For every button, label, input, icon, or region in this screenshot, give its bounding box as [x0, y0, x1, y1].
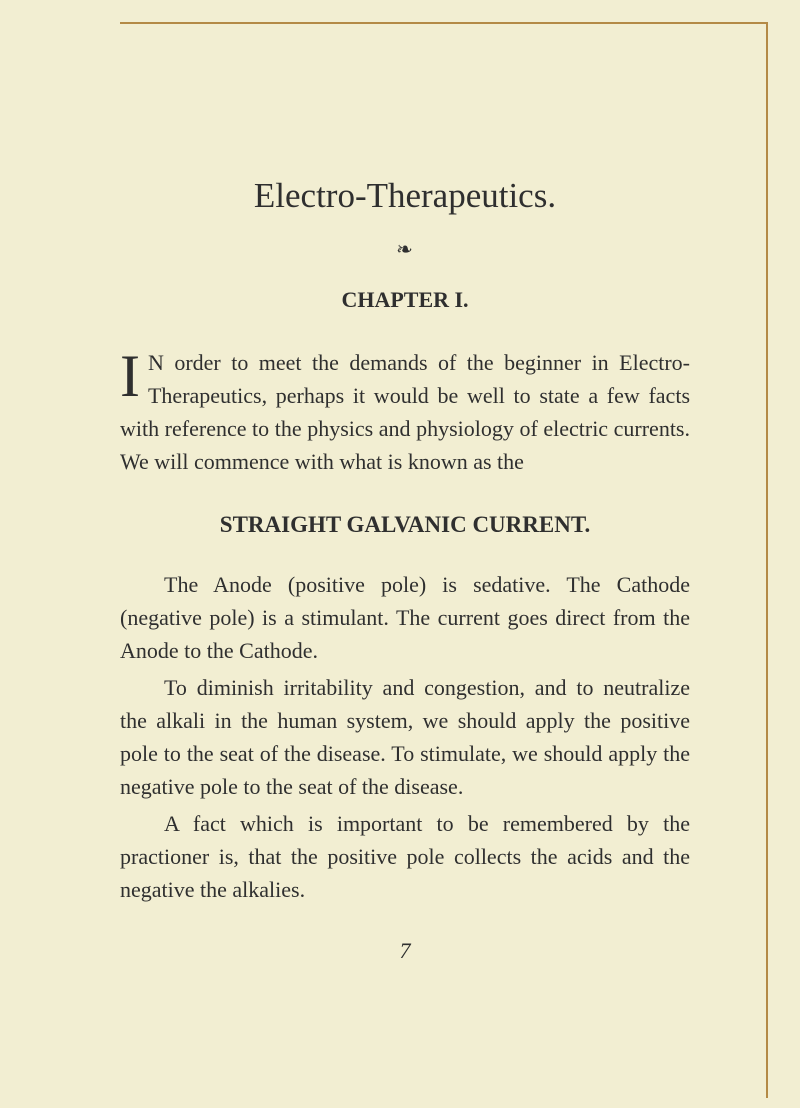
page-top-rule [120, 22, 768, 24]
document-page: Electro-Therapeutics. ❧ CHAPTER I. I N o… [0, 0, 800, 1108]
page-right-rule [766, 22, 768, 1098]
body-paragraph-3: A fact which is important to be remember… [120, 807, 690, 906]
intro-text: N order to meet the demands of the begin… [120, 350, 690, 474]
section-subheading: STRAIGHT GALVANIC CURRENT. [120, 508, 690, 543]
fleuron-ornament: ❧ [120, 235, 690, 265]
page-number: 7 [120, 934, 690, 967]
intro-paragraph: I N order to meet the demands of the beg… [120, 346, 690, 478]
body-paragraph-1: The Anode (positive pole) is sedative. T… [120, 568, 690, 667]
body-paragraph-2: To diminish irritability and congestion,… [120, 671, 690, 803]
page-title: Electro-Therapeutics. [120, 170, 690, 223]
chapter-heading: CHAPTER I. [120, 283, 690, 316]
dropcap-letter: I [120, 346, 148, 402]
